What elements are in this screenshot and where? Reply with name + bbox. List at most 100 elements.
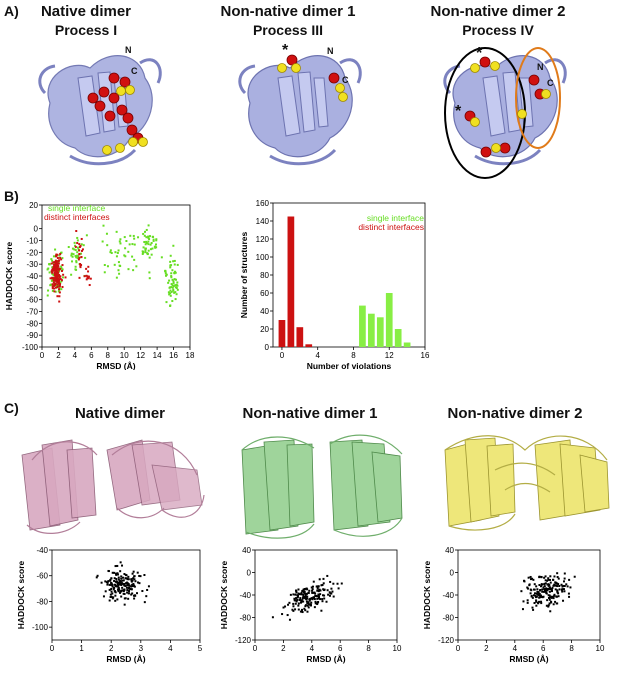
data-point xyxy=(83,275,86,278)
data-point xyxy=(76,236,79,239)
data-point xyxy=(136,571,139,574)
data-point xyxy=(54,263,57,266)
data-point xyxy=(127,583,130,586)
data-point xyxy=(176,281,179,284)
data-point xyxy=(301,608,304,611)
data-point xyxy=(533,583,536,586)
data-point xyxy=(75,261,78,264)
data-point xyxy=(110,577,113,580)
data-point xyxy=(323,594,326,597)
data-point xyxy=(529,592,532,595)
data-point xyxy=(116,572,119,575)
data-point xyxy=(293,597,296,600)
histogram-bar xyxy=(368,313,375,347)
histogram-bar xyxy=(403,342,411,347)
data-point xyxy=(170,290,173,293)
ensemble-nonnative-dimer-1 xyxy=(241,434,403,539)
data-point xyxy=(171,269,174,272)
x-tick-label: 4 xyxy=(310,644,315,653)
data-point xyxy=(132,577,135,580)
data-point xyxy=(336,582,339,585)
data-point xyxy=(55,276,58,279)
data-point xyxy=(59,281,62,284)
data-point xyxy=(282,606,285,609)
data-point xyxy=(297,588,300,591)
data-point xyxy=(80,256,83,259)
data-point xyxy=(114,580,117,583)
data-point xyxy=(529,575,532,578)
data-point xyxy=(152,239,155,242)
data-point xyxy=(51,284,54,287)
data-point xyxy=(104,580,107,583)
data-point xyxy=(56,257,59,260)
data-point xyxy=(116,588,119,591)
data-point xyxy=(120,577,123,580)
data-point xyxy=(296,598,299,601)
data-point xyxy=(131,585,134,588)
data-point xyxy=(313,591,316,594)
x-tick-label: 2 xyxy=(109,644,114,653)
data-point xyxy=(53,272,56,275)
data-point xyxy=(113,263,116,266)
y-tick-label: 20 xyxy=(260,325,269,334)
ensemble-nonnative-dimer-2 xyxy=(444,435,610,531)
data-point xyxy=(130,579,133,582)
data-point xyxy=(114,565,117,568)
data-point xyxy=(117,269,120,272)
data-point xyxy=(175,283,178,286)
data-point xyxy=(117,249,120,252)
data-point xyxy=(552,603,555,606)
data-point xyxy=(54,261,57,264)
data-point xyxy=(540,602,543,605)
x-axis-label: Number of violations xyxy=(307,361,392,371)
data-point xyxy=(170,272,173,275)
data-point xyxy=(110,581,113,584)
data-point xyxy=(106,581,109,584)
y-tick-label: 120 xyxy=(256,235,270,244)
data-point xyxy=(555,595,558,598)
data-point xyxy=(329,580,332,583)
data-point xyxy=(58,254,61,257)
data-point xyxy=(302,595,305,598)
x-tick-label: 16 xyxy=(421,351,430,360)
x-tick-label: 16 xyxy=(169,351,178,360)
data-point xyxy=(562,588,565,591)
data-point xyxy=(543,576,546,579)
data-point xyxy=(114,599,117,602)
data-point xyxy=(108,599,111,602)
data-point xyxy=(88,284,91,287)
data-point xyxy=(135,592,138,595)
data-point xyxy=(538,596,541,599)
data-point xyxy=(322,577,325,580)
data-point xyxy=(61,276,64,279)
data-point xyxy=(547,578,550,581)
data-point xyxy=(76,239,79,242)
data-point xyxy=(61,268,64,271)
data-point xyxy=(133,585,136,588)
data-point xyxy=(54,286,57,289)
data-point xyxy=(147,249,150,252)
data-point xyxy=(133,578,136,581)
data-point xyxy=(56,281,59,284)
data-point xyxy=(124,255,127,258)
data-point xyxy=(558,585,561,588)
data-point xyxy=(60,279,63,282)
data-point xyxy=(59,253,62,256)
data-point xyxy=(143,230,146,233)
data-point xyxy=(55,284,58,287)
data-point xyxy=(169,254,172,257)
data-point xyxy=(149,243,152,246)
data-point xyxy=(307,606,310,609)
data-point xyxy=(328,591,331,594)
data-point xyxy=(545,589,548,592)
data-point xyxy=(59,256,62,259)
data-point xyxy=(53,263,56,266)
data-point xyxy=(144,247,147,250)
data-point xyxy=(121,586,124,589)
data-point xyxy=(535,599,538,602)
data-point xyxy=(168,279,171,282)
data-point xyxy=(118,264,121,267)
data-point xyxy=(145,242,148,245)
protein-structure-nonnative-2 xyxy=(443,47,567,179)
data-point xyxy=(110,252,113,255)
